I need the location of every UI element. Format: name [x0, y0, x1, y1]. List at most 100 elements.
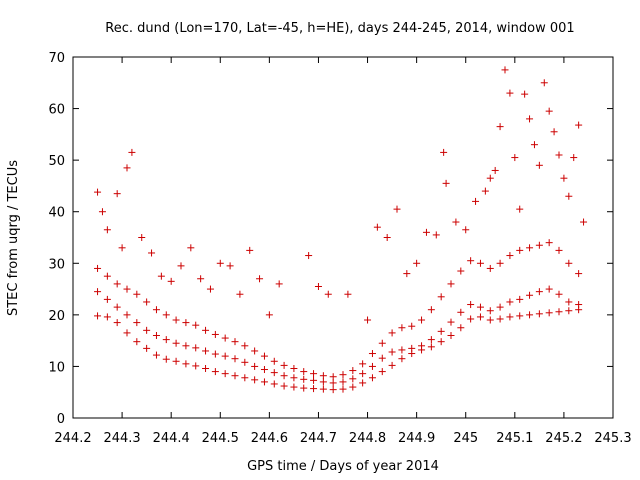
data-point	[398, 324, 406, 332]
data-point	[192, 344, 200, 352]
y-tick-label: 30	[48, 257, 65, 272]
data-point	[98, 208, 106, 216]
data-point	[260, 366, 268, 374]
data-point	[555, 308, 563, 316]
data-point	[133, 338, 141, 346]
data-point	[545, 309, 553, 317]
data-point	[231, 338, 239, 346]
data-point	[467, 315, 475, 323]
data-point	[177, 262, 185, 270]
data-point	[447, 318, 455, 326]
data-point	[94, 312, 102, 320]
data-point	[103, 313, 111, 321]
data-point	[265, 311, 273, 319]
data-point	[128, 148, 136, 156]
data-point	[408, 344, 416, 352]
data-point	[339, 385, 347, 393]
data-point	[457, 324, 465, 332]
data-point	[575, 121, 583, 129]
data-point	[290, 364, 298, 372]
data-point	[398, 355, 406, 363]
data-point	[143, 344, 151, 352]
data-point	[570, 154, 578, 162]
data-point	[580, 218, 588, 226]
data-point	[123, 329, 131, 337]
data-point	[103, 226, 111, 234]
data-point	[555, 151, 563, 159]
data-point	[329, 386, 337, 394]
data-point	[280, 361, 288, 369]
data-point	[526, 291, 534, 299]
data-point	[383, 234, 391, 241]
data-point	[305, 252, 313, 260]
data-point	[211, 330, 219, 338]
data-point	[545, 285, 553, 293]
data-point	[290, 383, 298, 391]
data-point	[349, 383, 357, 391]
data-point	[545, 239, 553, 247]
x-tick-label: 244.5	[202, 431, 239, 446]
data-point	[506, 252, 514, 260]
data-point	[270, 369, 278, 377]
data-point	[486, 264, 494, 272]
data-point	[113, 319, 121, 327]
data-point	[94, 288, 102, 296]
data-point	[280, 382, 288, 390]
data-point	[388, 329, 396, 337]
data-point	[368, 362, 376, 370]
data-point	[442, 179, 450, 187]
data-point	[314, 282, 322, 290]
data-point	[555, 246, 563, 254]
data-point	[472, 197, 480, 205]
data-point	[162, 311, 170, 319]
data-point	[437, 338, 445, 346]
data-point	[506, 298, 514, 306]
data-point	[496, 259, 504, 267]
data-point	[388, 361, 396, 369]
data-point	[535, 161, 543, 169]
data-point	[540, 79, 548, 87]
data-point	[535, 241, 543, 249]
chart-title: Rec. dund (Lon=170, Lat=-45, h=HE), days…	[105, 21, 574, 36]
data-points	[94, 66, 588, 394]
data-point	[143, 326, 151, 334]
data-point	[393, 205, 401, 213]
data-point	[486, 307, 494, 315]
data-point	[476, 313, 484, 321]
data-point	[143, 298, 151, 306]
data-point	[516, 295, 524, 303]
y-axis-label: STEC from uqrg / TECUs	[6, 160, 21, 316]
data-point	[388, 348, 396, 356]
data-point	[310, 385, 318, 393]
data-point	[565, 298, 573, 306]
data-point	[516, 312, 524, 320]
data-point	[476, 303, 484, 311]
y-tick-label: 40	[48, 206, 65, 221]
data-point	[310, 370, 318, 378]
data-point	[329, 379, 337, 387]
data-point	[221, 352, 229, 360]
data-point	[427, 336, 435, 344]
data-point	[103, 295, 111, 303]
data-point	[530, 141, 538, 149]
data-point	[157, 272, 165, 280]
data-point	[565, 192, 573, 200]
data-point	[241, 342, 249, 350]
data-point	[511, 154, 519, 162]
data-point	[575, 301, 583, 309]
data-point	[535, 310, 543, 318]
data-point	[152, 331, 160, 339]
data-point	[251, 347, 259, 355]
data-point	[94, 188, 102, 196]
data-point	[457, 308, 465, 316]
data-point	[319, 372, 327, 380]
data-point	[378, 339, 386, 347]
data-point	[148, 249, 156, 257]
x-tick-label: 244.2	[54, 431, 91, 446]
data-point	[103, 272, 111, 280]
data-point	[555, 290, 563, 298]
data-point	[359, 370, 367, 378]
data-point	[197, 275, 205, 283]
